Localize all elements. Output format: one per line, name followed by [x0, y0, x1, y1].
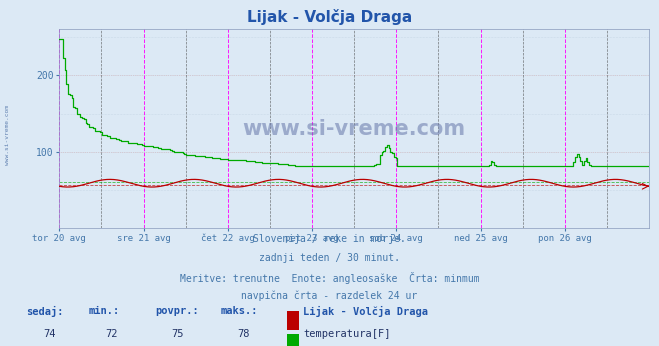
Text: Lijak - Volčja Draga: Lijak - Volčja Draga [303, 306, 428, 317]
Text: 75: 75 [171, 329, 184, 339]
Text: min.:: min.: [89, 306, 120, 316]
Text: povpr.:: povpr.: [155, 306, 198, 316]
Text: maks.:: maks.: [221, 306, 258, 316]
Text: Slovenija / reke in morje.: Slovenija / reke in morje. [253, 234, 406, 244]
Text: navpična črta - razdelek 24 ur: navpična črta - razdelek 24 ur [241, 291, 418, 301]
Text: Meritve: trenutne  Enote: angleosaške  Črta: minmum: Meritve: trenutne Enote: angleosaške Črt… [180, 272, 479, 284]
Text: www.si-vreme.com: www.si-vreme.com [243, 119, 466, 139]
Text: 74: 74 [43, 329, 55, 339]
Text: www.si-vreme.com: www.si-vreme.com [5, 105, 11, 165]
Text: 78: 78 [237, 329, 250, 339]
Text: 72: 72 [105, 329, 118, 339]
Text: sedaj:: sedaj: [26, 306, 64, 317]
Text: temperatura[F]: temperatura[F] [303, 329, 391, 339]
Text: Lijak - Volčja Draga: Lijak - Volčja Draga [247, 9, 412, 25]
Text: zadnji teden / 30 minut.: zadnji teden / 30 minut. [259, 253, 400, 263]
